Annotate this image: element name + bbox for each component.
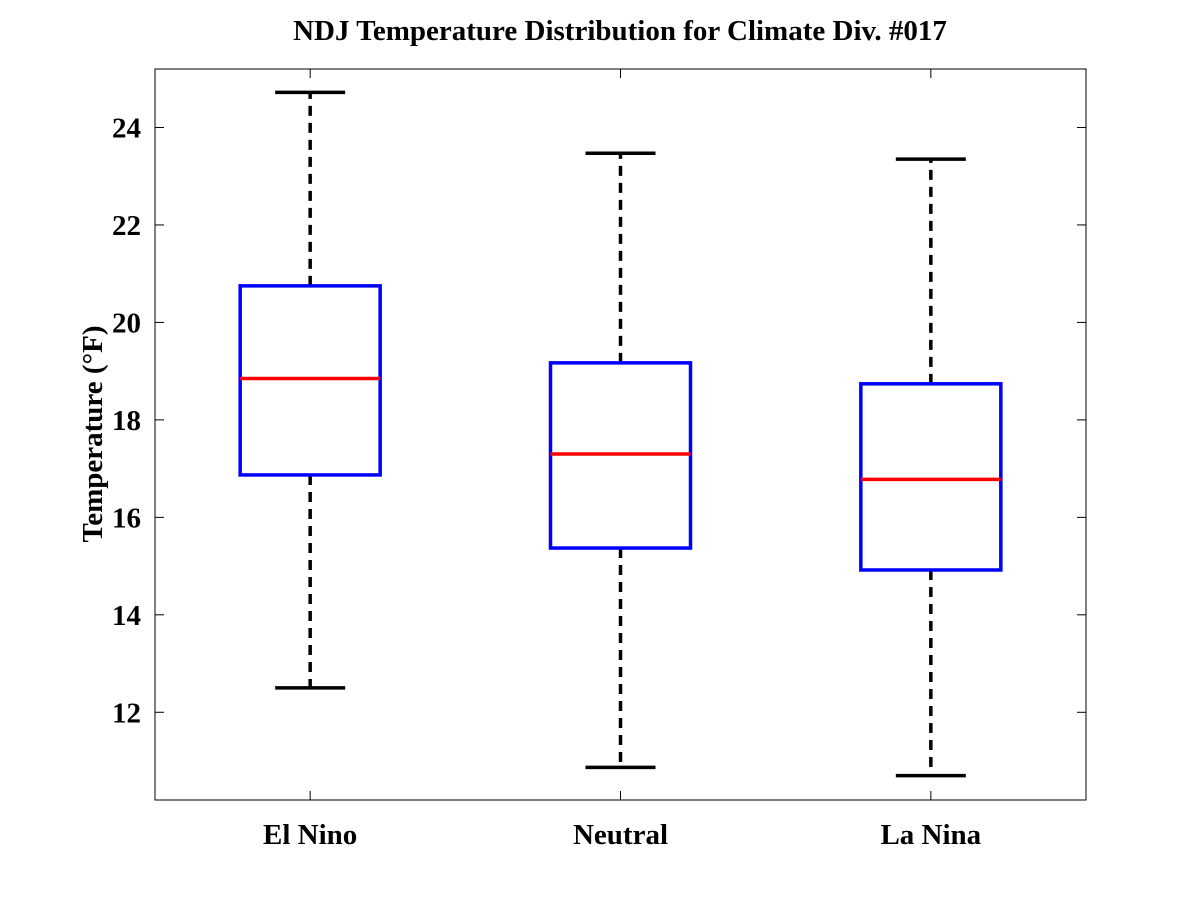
y-tick-label: 20 (112, 307, 141, 339)
plot-area: 12 14 16 18 20 22 24 El Nino Neutral La Nina (112, 69, 1086, 851)
y-axis-label: Temperature (°F) (77, 326, 109, 543)
x-tick-label: El Nino (263, 819, 357, 851)
axes-frame (154, 68, 1087, 801)
y-tick-label: 18 (112, 405, 141, 437)
x-tick-label: La Nina (880, 819, 981, 851)
x-tick-label: Neutral (573, 819, 668, 851)
y-tick-label: 16 (112, 502, 141, 534)
iqr-box (859, 382, 1003, 572)
y-tick-label: 14 (112, 600, 141, 632)
y-tick-label: 24 (112, 112, 141, 144)
y-tick-label: 22 (112, 210, 141, 242)
iqr-box (238, 284, 382, 477)
y-tick-label: 12 (112, 697, 141, 729)
chart-title: NDJ Temperature Distribution for Climate… (293, 15, 947, 47)
